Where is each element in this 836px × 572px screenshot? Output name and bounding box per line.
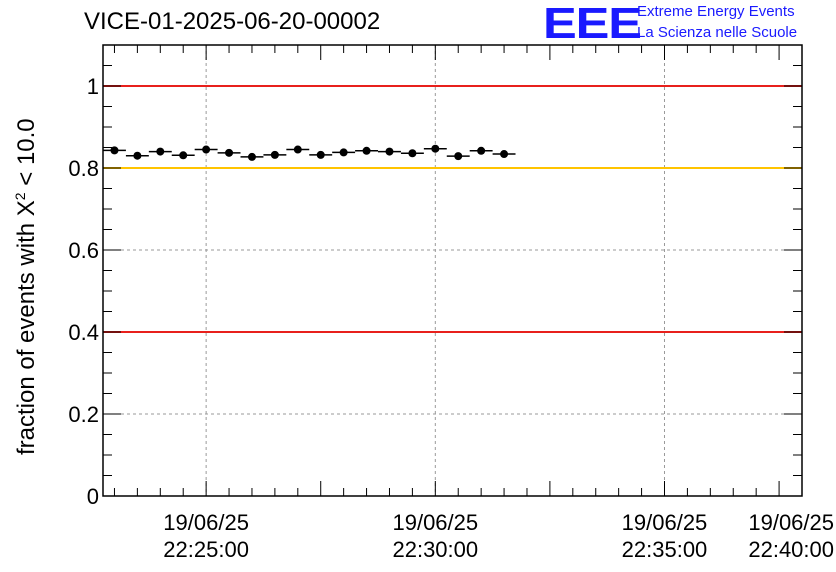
data-point <box>270 150 279 159</box>
eee-logo: EEE <box>543 0 642 48</box>
data-point <box>110 146 119 155</box>
x-tick-date-label: 19/06/25 <box>163 510 249 535</box>
data-point <box>385 147 394 156</box>
data-point <box>156 147 165 156</box>
x-tick-time-label: 22:30:00 <box>392 537 478 562</box>
logo-line-2: La Scienza nelle Scuole <box>637 24 798 41</box>
plot-frame <box>102 44 803 497</box>
data-point <box>339 148 348 157</box>
y-tick-label: 0.6 <box>68 238 99 263</box>
chart-title: VICE-01-2025-06-20-00002 <box>84 8 381 35</box>
data-point <box>225 148 234 157</box>
data-point <box>408 149 417 158</box>
y-tick-label: 0.2 <box>68 402 99 427</box>
data-point <box>247 152 256 161</box>
x-tick-date-label: 19/06/25 <box>748 510 834 535</box>
y-tick-label: 0 <box>87 484 99 509</box>
data-point <box>362 146 371 155</box>
data-point <box>202 145 211 154</box>
x-tick-time-label: 22:25:00 <box>163 537 249 562</box>
data-point <box>477 146 486 155</box>
data-point <box>316 150 325 159</box>
x-tick-date-label: 19/06/25 <box>392 510 478 535</box>
data-point <box>454 152 463 161</box>
y-tick-label: 0.4 <box>68 320 99 345</box>
x-tick-time-label: 22:40:00 <box>748 537 834 562</box>
x-tick-time-label: 22:35:00 <box>622 537 708 562</box>
data-point <box>293 145 302 154</box>
y-tick-label: 0.8 <box>68 156 99 181</box>
logo-line-1: Extreme Energy Events <box>637 3 795 20</box>
data-point <box>431 144 440 153</box>
data-point <box>500 150 509 159</box>
y-tick-label: 1 <box>87 74 99 99</box>
x-tick-date-label: 19/06/25 <box>622 510 708 535</box>
data-point <box>179 151 188 160</box>
data-point <box>133 151 142 160</box>
